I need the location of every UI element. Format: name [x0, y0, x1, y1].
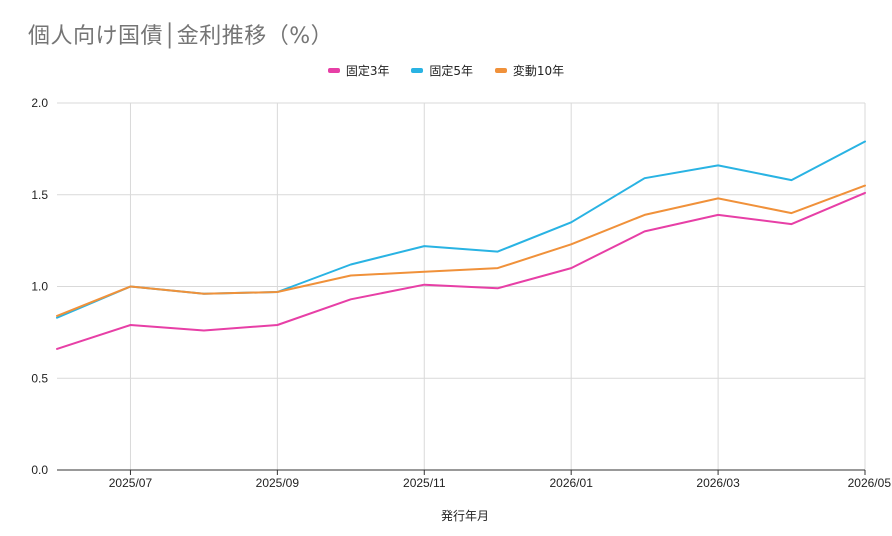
legend-item-fixed5[interactable]: 固定5年 [411, 62, 473, 79]
y-tick-label: 1.0 [31, 280, 48, 294]
series-line-floating10 [56, 184, 866, 317]
legend-item-floating10[interactable]: 変動10年 [494, 62, 565, 79]
x-axis-title: 発行年月 [441, 509, 489, 523]
x-tick-label: 2025/09 [256, 476, 300, 490]
y-tick-label: 2.0 [31, 96, 48, 110]
chart-title: 個人向け国債│金利推移（%） [28, 24, 334, 49]
x-tick-label: 2026/05 [848, 476, 892, 490]
legend-item-fixed3[interactable]: 固定3年 [327, 62, 390, 79]
legend-label-floating10: 変動10年 [512, 64, 565, 78]
legend-swatch-fixed5 [411, 68, 424, 73]
legend-swatch-fixed3 [327, 68, 340, 73]
legend-label-fixed3: 固定3年 [345, 64, 390, 78]
x-tick-label: 2025/11 [403, 476, 446, 490]
x-tick-label: 2026/03 [696, 476, 740, 490]
x-tick-label: 2026/01 [549, 476, 593, 490]
legend: 固定3年 固定5年 変動10年 [0, 62, 892, 79]
y-tick-label: 0.5 [31, 371, 48, 385]
y-tick-label: 0.0 [31, 463, 48, 477]
legend-label-fixed5: 固定5年 [429, 64, 473, 78]
legend-swatch-floating10 [494, 68, 507, 73]
series-line-fixed3 [56, 191, 866, 350]
x-tick-label: 2025/07 [109, 476, 153, 490]
y-tick-label: 1.5 [31, 188, 48, 202]
